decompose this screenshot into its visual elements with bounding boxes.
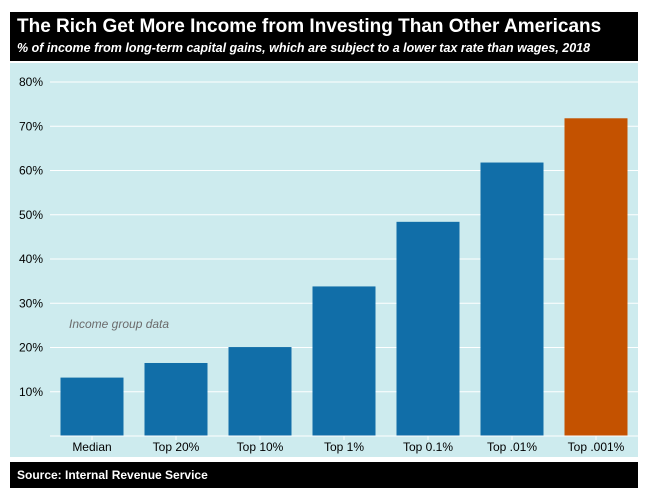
bar-top-0-1 bbox=[396, 221, 460, 436]
bars bbox=[60, 118, 628, 436]
bar-top-1 bbox=[312, 286, 376, 436]
x-tick-label: Top 10% bbox=[237, 440, 284, 454]
x-tick-label: Top .001% bbox=[568, 440, 625, 454]
x-tick-label: Top 1% bbox=[324, 440, 364, 454]
y-tick-label: 40% bbox=[19, 252, 43, 266]
y-tick-label: 60% bbox=[19, 164, 43, 178]
x-tick-label: Top 0.1% bbox=[403, 440, 453, 454]
chart-subtitle: % of income from long-term capital gains… bbox=[17, 41, 591, 55]
y-tick-label: 20% bbox=[19, 341, 43, 355]
x-tick-label: Top .01% bbox=[487, 440, 537, 454]
bar-top-001 bbox=[564, 118, 628, 436]
y-tick-label: 30% bbox=[19, 296, 43, 310]
x-tick-label: Top 20% bbox=[153, 440, 200, 454]
x-axis: Median Top 20% Top 10% Top 1% Top 0.1% Top .0… bbox=[50, 435, 638, 454]
bar-top-20 bbox=[144, 362, 208, 436]
x-tick-label: Median bbox=[72, 440, 111, 454]
y-tick-label: 50% bbox=[19, 208, 43, 222]
chart-header: The Rich Get More Income from Investing … bbox=[10, 12, 638, 61]
annotation-label: Income group data bbox=[69, 317, 169, 331]
source-note: Source: Internal Revenue Service bbox=[17, 468, 208, 482]
y-tick-label: 10% bbox=[19, 385, 43, 399]
y-tick-label: 70% bbox=[19, 119, 43, 133]
chart-title: The Rich Get More Income from Investing … bbox=[17, 16, 602, 37]
chart-footer: Source: Internal Revenue Service bbox=[10, 462, 638, 488]
bar-top-01 bbox=[480, 162, 544, 436]
bar-top-10 bbox=[228, 347, 292, 436]
y-tick-label: 80% bbox=[19, 75, 43, 89]
bar-median bbox=[60, 377, 124, 436]
y-axis: 10% 20% 30% 40% 50% 60% 70% 80% bbox=[19, 75, 43, 399]
